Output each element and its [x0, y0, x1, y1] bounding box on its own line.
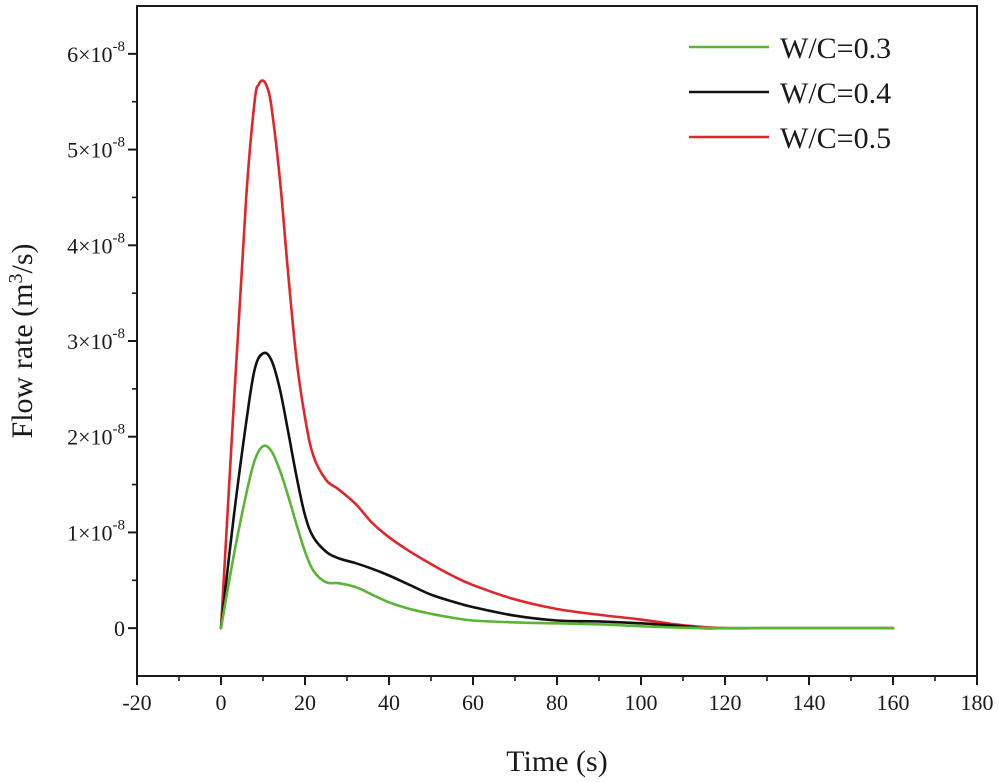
y-tick-label: 3×10-8 [67, 326, 125, 354]
x-tick-label: 160 [877, 690, 910, 715]
y-tick-label: 2×10-8 [67, 422, 125, 450]
y-tick-label: 4×10-8 [67, 230, 125, 258]
y-tick-exponent: -8 [113, 135, 126, 151]
y-tick-mantissa: 6×10 [67, 42, 112, 67]
x-tick-label: 40 [378, 690, 400, 715]
y-tick-label: 0 [114, 616, 125, 641]
x-tick-label: 180 [961, 690, 994, 715]
legend: W/C=0.3 W/C=0.4 W/C=0.5 [689, 32, 891, 155]
y-tick-mantissa: 1×10 [67, 520, 112, 545]
y-axis-title: Flow rate (m3/s) [5, 244, 39, 439]
y-tick-exponent: -8 [113, 517, 126, 533]
y-tick-exponent: -8 [113, 230, 126, 246]
legend-label: W/C=0.3 [780, 32, 891, 65]
legend-label: W/C=0.4 [780, 77, 891, 110]
y-tick-mantissa: 5×10 [67, 138, 112, 163]
y-tick-exponent: -8 [113, 326, 126, 342]
y-axis-ticks: 01×10-82×10-83×10-84×10-85×10-86×10-8 [67, 39, 137, 641]
x-tick-label: 0 [216, 690, 227, 715]
x-tick-label: 100 [625, 690, 658, 715]
y-tick-label: 1×10-8 [67, 517, 125, 545]
y-tick-mantissa: 3×10 [67, 329, 112, 354]
y-tick-mantissa: 2×10 [67, 425, 112, 450]
y-axis-title-base: Flow rate (m [6, 284, 39, 439]
x-tick-label: 120 [709, 690, 742, 715]
y-tick-exponent: -8 [113, 39, 126, 55]
x-axis-title: Time (s) [506, 745, 607, 778]
series-line-3 [219, 79, 895, 630]
x-tick-label: 80 [546, 690, 568, 715]
series-lines [219, 79, 895, 630]
y-axis-title-tail: /s) [6, 244, 39, 274]
x-tick-label: 60 [462, 690, 484, 715]
y-tick-exponent: -8 [113, 422, 126, 438]
y-axis-title-superscript: 3 [5, 274, 27, 284]
y-tick-label: 6×10-8 [67, 39, 125, 67]
x-tick-label: 140 [793, 690, 826, 715]
series-line-2 [219, 351, 895, 630]
series-line-1 [219, 444, 895, 630]
y-tick-label: 5×10-8 [67, 135, 125, 163]
x-axis-ticks: -20 0 20 40 60 80 100 120 140 160 180 [122, 676, 994, 715]
y-tick-mantissa: 4×10 [67, 233, 112, 258]
x-tick-label: 20 [294, 690, 316, 715]
x-tick-label: -20 [122, 690, 151, 715]
legend-label: W/C=0.5 [780, 122, 891, 155]
